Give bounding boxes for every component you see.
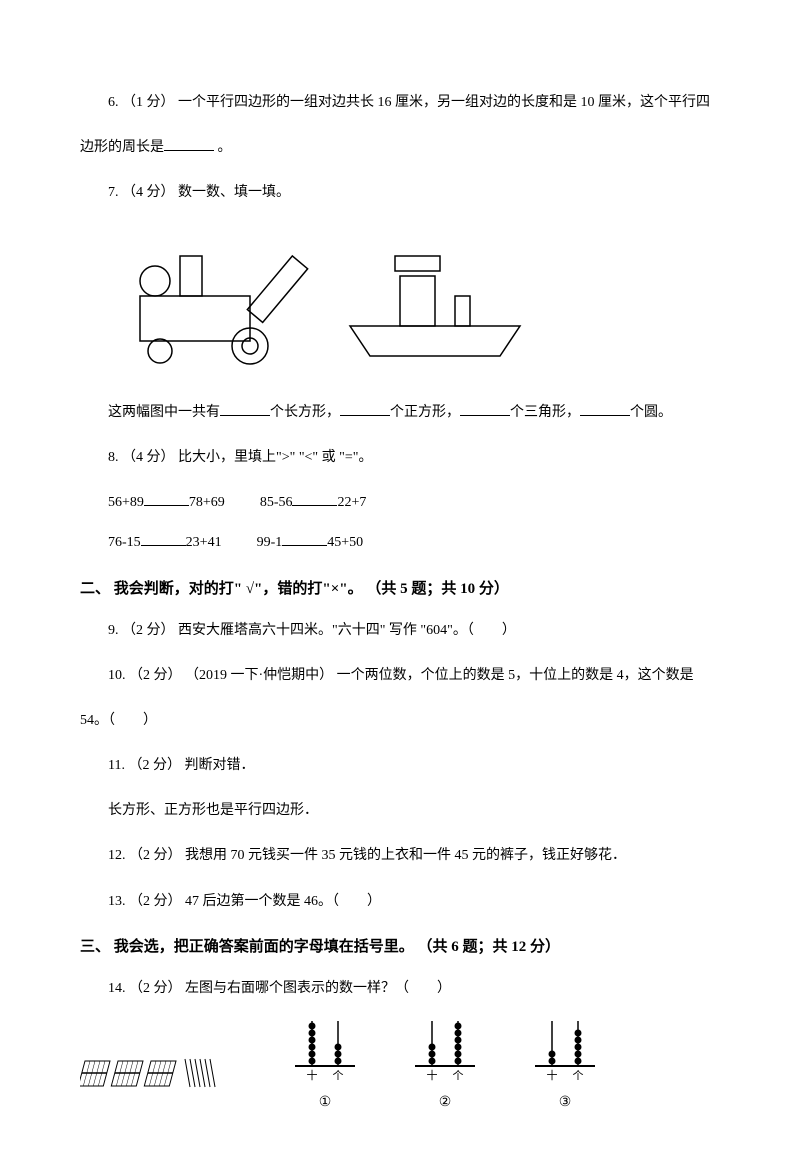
blank-input[interactable] xyxy=(164,137,214,151)
q7-text: 数一数、填一填。 xyxy=(178,185,290,200)
question-6: 6. （1 分） 一个平行四边形的一组对边共长 16 厘米，另一组对边的长度和是… xyxy=(80,90,720,115)
svg-text:十: 十 xyxy=(547,1068,558,1081)
question-14: 14. （2 分） 左图与右面哪个图表示的数一样？（ ） xyxy=(80,976,720,1001)
sticks-icon xyxy=(80,1056,230,1115)
label-ten: 十 xyxy=(307,1068,318,1081)
q14-number: 14. xyxy=(108,981,126,996)
q12-text: 我想用 70 元钱买一件 35 元钱的上衣和一件 45 元的裤子，钱正好够花． xyxy=(185,848,626,863)
q6-points: （1 分） xyxy=(122,95,175,110)
q9-number: 9. xyxy=(108,623,119,638)
q7-points: （4 分） xyxy=(122,185,175,200)
shapes-diagram xyxy=(120,226,540,376)
q9-text: 西安大雁塔高六十四米。"六十四" 写作 "604"。（ ） xyxy=(178,623,516,638)
figure-shapes xyxy=(120,226,720,385)
q14-text: 左图与右面哪个图表示的数一样？（ ） xyxy=(185,981,451,996)
q11-text: 判断对错． xyxy=(184,758,254,773)
q7-prefix: 这两幅图中一共有 xyxy=(108,405,220,420)
question-11: 11. （2 分） 判断对错． xyxy=(80,753,720,778)
q11-number: 11. xyxy=(108,758,125,773)
abacus-option-1[interactable]: 十 个 ① xyxy=(290,1021,360,1115)
q7-number: 7. xyxy=(108,185,119,200)
q12-points: （2 分） xyxy=(129,848,182,863)
abacus-option-3[interactable]: 十 个 ③ xyxy=(530,1021,600,1115)
question-13: 13. （2 分） 47 后边第一个数是 46。（ ） xyxy=(80,889,720,914)
blank-input[interactable] xyxy=(282,532,327,546)
blank-input[interactable] xyxy=(460,402,510,416)
q7-l1: 个长方形， xyxy=(270,405,340,420)
q6-end: 。 xyxy=(214,140,232,155)
q8-text: 比大小，里填上">" "<" 或 "="。 xyxy=(178,450,372,465)
q10-points: （2 分） xyxy=(129,668,182,683)
abacus-option-2[interactable]: 十 个 ② xyxy=(410,1021,480,1115)
section-2-title: 二、 我会判断，对的打" √"，错的打"×"。 （共 5 题；共 10 分） xyxy=(80,576,720,603)
q9-points: （2 分） xyxy=(122,623,175,638)
q13-text: 47 后边第一个数是 46。（ ） xyxy=(185,894,381,909)
q8-r1d: 22+7 xyxy=(337,495,366,510)
blank-input[interactable] xyxy=(580,402,630,416)
q10-text: 一个两位数，个位上的数是 5，十位上的数是 4，这个数是 xyxy=(337,668,694,683)
q7-l2: 个正方形， xyxy=(390,405,460,420)
q8-r2c: 99-1 xyxy=(257,535,283,550)
q8-r2d: 45+50 xyxy=(327,535,363,550)
blank-input[interactable] xyxy=(144,492,189,506)
svg-text:个: 个 xyxy=(453,1069,464,1081)
option-3-label: ③ xyxy=(530,1090,600,1115)
blank-input[interactable] xyxy=(141,532,186,546)
q10-number: 10. xyxy=(108,668,126,683)
q11-text2: 长方形、正方形也是平行四边形． xyxy=(108,803,318,818)
question-10: 10. （2 分） （2019 一下·仲恺期中） 一个两位数，个位上的数是 5，… xyxy=(80,663,720,688)
option-1-label: ① xyxy=(290,1090,360,1115)
q6-text-after: 边形的周长是 xyxy=(80,140,164,155)
question-12: 12. （2 分） 我想用 70 元钱买一件 35 元钱的上衣和一件 45 元的… xyxy=(80,843,720,868)
q8-number: 8. xyxy=(108,450,119,465)
blank-input[interactable] xyxy=(220,402,270,416)
q8-points: （4 分） xyxy=(122,450,175,465)
abacus-options: 十 个 ① 十 个 xyxy=(290,1021,600,1115)
q8-row2: 76-15 23+41 99-1 45+50 xyxy=(80,530,720,555)
blank-input[interactable] xyxy=(292,492,337,506)
q13-points: （2 分） xyxy=(129,894,182,909)
q7-l3: 个三角形， xyxy=(510,405,580,420)
blank-input[interactable] xyxy=(340,402,390,416)
svg-text:十: 十 xyxy=(427,1068,438,1081)
question-7: 7. （4 分） 数一数、填一填。 xyxy=(80,180,720,205)
q13-number: 13. xyxy=(108,894,126,909)
q11-cont: 长方形、正方形也是平行四边形． xyxy=(80,798,720,823)
q11-points: （2 分） xyxy=(128,758,181,773)
question-8: 8. （4 分） 比大小，里填上">" "<" 或 "="。 xyxy=(80,445,720,470)
option-2-label: ② xyxy=(410,1090,480,1115)
q8-r2a: 76-15 xyxy=(108,535,141,550)
q8-r1b: 78+69 xyxy=(189,495,225,510)
q14-points: （2 分） xyxy=(129,981,182,996)
q6-number: 6. xyxy=(108,95,119,110)
q10-source: （2019 一下·仲恺期中） xyxy=(185,668,333,683)
q7-l4: 个圆。 xyxy=(630,405,672,420)
q7-result: 这两幅图中一共有 个长方形， 个正方形， 个三角形， 个圆。 xyxy=(80,400,720,425)
q8-r1c: 85-56 xyxy=(260,495,293,510)
q8-row1: 56+89 78+69 85-56 22+7 xyxy=(80,490,720,515)
q12-number: 12. xyxy=(108,848,126,863)
q10-text2: 54。（ ） xyxy=(80,713,157,728)
svg-text:个: 个 xyxy=(573,1069,584,1081)
label-one: 个 xyxy=(333,1069,344,1081)
q8-r1a: 56+89 xyxy=(108,495,144,510)
question-9: 9. （2 分） 西安大雁塔高六十四米。"六十四" 写作 "604"。（ ） xyxy=(80,618,720,643)
q6-text: 一个平行四边形的一组对边共长 16 厘米，另一组对边的长度和是 10 厘米，这个… xyxy=(178,95,710,110)
question-6-cont: 边形的周长是 。 xyxy=(80,135,720,160)
q10-cont: 54。（ ） xyxy=(80,708,720,733)
section-3-title: 三、 我会选，把正确答案前面的字母填在括号里。 （共 6 题；共 12 分） xyxy=(80,934,720,961)
abacus-figure: 十 个 ① 十 个 xyxy=(80,1021,720,1115)
q8-r2b: 23+41 xyxy=(186,535,222,550)
